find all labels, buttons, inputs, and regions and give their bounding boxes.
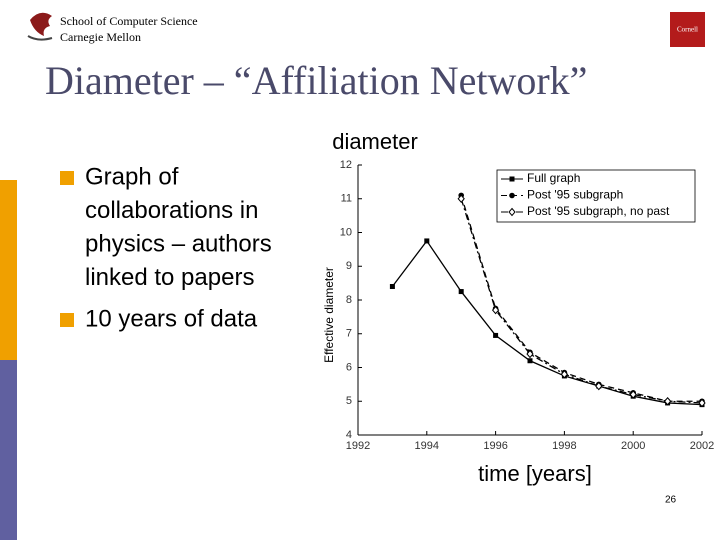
data-point (491, 305, 500, 315)
page-number: 26 (665, 495, 677, 506)
legend-box (496, 169, 696, 223)
bullet-text: physics – authors (85, 230, 272, 257)
bullet-text: 10 years of data (85, 305, 258, 332)
x-tick-label: 1996 (483, 440, 507, 452)
data-point (424, 238, 430, 244)
x-tick-label: 1998 (552, 440, 576, 452)
legend-marker (509, 176, 515, 182)
y-tick-label: 9 (346, 260, 352, 272)
x-tick-label: 2002 (690, 440, 714, 452)
cmu-logo (27, 12, 53, 41)
data-point (457, 194, 465, 204)
side-bar-purple (0, 360, 17, 540)
annotation: time [years] (478, 461, 592, 486)
cornell-logo (670, 12, 705, 47)
y-tick-label: 7 (346, 328, 352, 340)
cornell-logo-text: Cornell (677, 26, 698, 34)
annotation: diameter (332, 129, 418, 154)
data-point (458, 289, 464, 295)
series-line (460, 198, 703, 404)
x-tick-label: 2000 (621, 440, 645, 452)
legend-label: Full graph (527, 171, 580, 185)
legend-marker (509, 192, 515, 199)
bullet-marker (60, 171, 74, 185)
y-tick-label: 8 (346, 294, 352, 306)
y-tick-label: 12 (340, 159, 352, 171)
data-point (663, 396, 672, 406)
x-tick-label: 1994 (415, 440, 439, 452)
data-point (595, 381, 603, 391)
y-tick-label: 5 (346, 395, 352, 407)
y-tick-label: 4 (346, 429, 352, 441)
data-point (526, 349, 534, 359)
y-tick-label: 10 (340, 226, 352, 238)
legend-label: Post '95 subgraph, no past (527, 204, 670, 218)
data-point (389, 284, 395, 289)
slide-title: Diameter – “Affiliation Network” (45, 58, 587, 103)
bullet-text: Graph of (85, 163, 179, 190)
bullet-marker (60, 313, 74, 327)
y-tick-label: 11 (341, 193, 352, 205)
legend-label: Post '95 subgraph (527, 188, 623, 202)
bullet-text: linked to papers (85, 264, 254, 291)
data-point (560, 369, 569, 379)
bullet-text: collaborations in (85, 197, 258, 224)
data-point (527, 358, 533, 364)
school-name: School of Computer Science (60, 14, 198, 28)
data-point (493, 332, 499, 338)
side-bar-orange (0, 180, 17, 360)
data-point (698, 398, 706, 408)
y-axis-label: Effective diameter (322, 267, 336, 363)
x-tick-label: 1992 (346, 440, 370, 452)
series-line (460, 195, 702, 402)
university-name: Carnegie Mellon (60, 30, 141, 44)
data-point (629, 390, 637, 399)
series-line (391, 239, 703, 406)
legend-marker (508, 207, 516, 217)
y-tick-label: 6 (346, 361, 352, 373)
